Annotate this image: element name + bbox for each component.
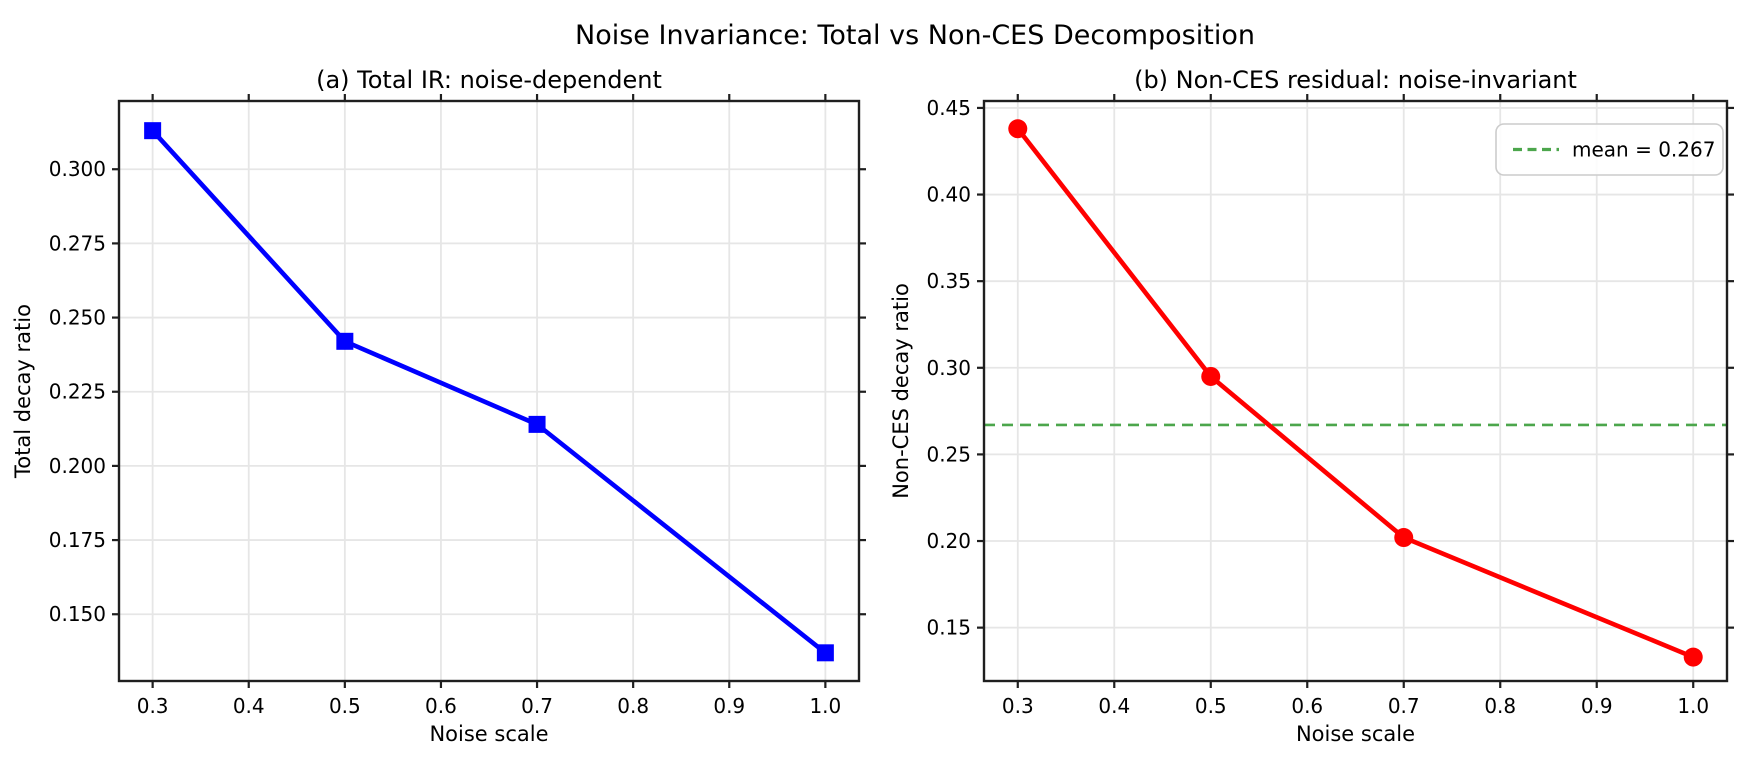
x-tick-label: 0.8 xyxy=(617,694,649,718)
x-tick-label: 0.4 xyxy=(1098,694,1130,718)
y-tick-label: 0.200 xyxy=(49,454,106,478)
x-tick-label: 1.0 xyxy=(809,694,841,718)
series-line xyxy=(150,129,827,655)
subplot-title: (a) Total IR: noise-dependent xyxy=(316,66,662,94)
y-tick-label: 0.175 xyxy=(49,528,106,552)
x-tick-label: 0.6 xyxy=(1291,694,1323,718)
x-tick-label: 0.5 xyxy=(329,694,361,718)
x-tick-label: 0.4 xyxy=(233,694,265,718)
y-tick-label: 0.20 xyxy=(926,529,971,553)
x-tick-label: 0.7 xyxy=(521,694,553,718)
subplot-a: 0.3 0.4 0.5 0.6 0.7 0.8 0.9 1.0 0.150 0.175 0.200 0… xyxy=(11,66,866,746)
y-tick-label: 0.275 xyxy=(49,231,106,255)
x-tick-label: 0.3 xyxy=(1002,694,1034,718)
x-tick-label: 0.8 xyxy=(1484,694,1516,718)
y-tick-label: 0.35 xyxy=(926,269,971,293)
y-tick-label: 0.250 xyxy=(49,306,106,330)
x-tick-label: 0.9 xyxy=(713,694,745,718)
legend-box xyxy=(1495,123,1724,176)
subplot-b: 0.3 0.4 0.5 0.6 0.7 0.8 0.9 1.0 0.15 0.20 0.25 0.30… xyxy=(889,66,1734,746)
x-tick-label: 1.0 xyxy=(1677,694,1709,718)
y-tick-label: 0.30 xyxy=(926,356,971,380)
x-tick-label: 0.9 xyxy=(1581,694,1613,718)
x-tick-label: 0.7 xyxy=(1388,694,1420,718)
series-marker xyxy=(1683,647,1703,667)
y-tick-label: 0.150 xyxy=(49,602,106,626)
series-marker xyxy=(336,332,354,350)
y-tick-label: 0.15 xyxy=(926,616,971,640)
x-tick-label: 0.5 xyxy=(1195,694,1227,718)
series-marker xyxy=(144,122,162,140)
y-tick-label: 0.25 xyxy=(926,442,971,466)
series-marker xyxy=(1394,528,1414,548)
series-marker xyxy=(1008,119,1028,139)
legend: mean = 0.267 xyxy=(1495,123,1724,176)
series-line xyxy=(1015,127,1695,660)
y-tick-label: 0.45 xyxy=(926,96,971,120)
series-marker xyxy=(528,415,546,433)
y-axis-label: Total decay ratio xyxy=(11,304,35,479)
legend-label: mean = 0.267 xyxy=(1572,138,1715,162)
series-marker xyxy=(816,644,834,662)
y-tick-label: 0.40 xyxy=(926,183,971,207)
x-tick-label: 0.3 xyxy=(137,694,169,718)
x-axis-label: Noise scale xyxy=(429,722,548,746)
figure-title: Noise Invariance: Total vs Non-CES Decom… xyxy=(575,20,1255,51)
series-marker xyxy=(1201,366,1221,386)
x-axis-label: Noise scale xyxy=(1296,722,1415,746)
subplots-group: 0.3 0.4 0.5 0.6 0.7 0.8 0.9 1.0 0.150 0.175 0.200 0… xyxy=(11,66,1734,746)
y-axis-label: Non-CES decay ratio xyxy=(889,283,913,499)
subplot-title: (b) Non-CES residual: noise-invariant xyxy=(1134,66,1577,94)
x-tick-label: 0.6 xyxy=(425,694,457,718)
y-tick-label: 0.300 xyxy=(49,157,106,181)
y-tick-label: 0.225 xyxy=(49,380,106,404)
plot-spines xyxy=(982,99,1729,683)
